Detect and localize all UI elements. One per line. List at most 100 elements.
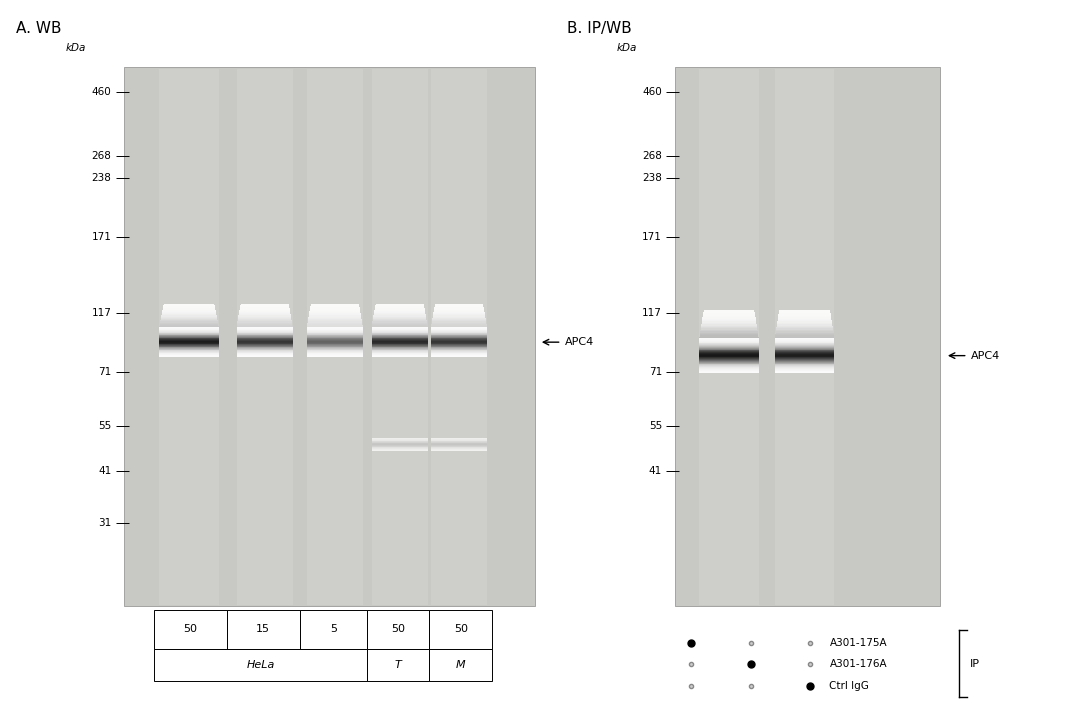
Bar xyxy=(431,352,487,353)
Bar xyxy=(700,361,759,362)
Bar xyxy=(372,356,428,357)
Bar xyxy=(374,317,426,318)
Text: APC4: APC4 xyxy=(971,351,1000,361)
Bar xyxy=(775,354,835,356)
Bar xyxy=(307,356,363,357)
Bar xyxy=(431,347,487,348)
Bar xyxy=(700,351,759,352)
Bar xyxy=(241,303,288,305)
Bar xyxy=(237,346,293,347)
Bar xyxy=(700,350,759,351)
Bar xyxy=(775,346,835,347)
Bar xyxy=(160,332,218,333)
Bar xyxy=(307,350,363,351)
Text: 171: 171 xyxy=(92,232,111,242)
Bar xyxy=(372,352,428,353)
Bar xyxy=(162,310,216,311)
Bar xyxy=(237,339,293,340)
Bar xyxy=(160,356,218,357)
Bar xyxy=(372,355,428,356)
Bar xyxy=(237,335,293,336)
Bar xyxy=(431,350,487,351)
Bar xyxy=(372,330,428,331)
Bar xyxy=(160,69,218,605)
Bar xyxy=(433,316,485,317)
Bar xyxy=(307,351,363,352)
Bar xyxy=(700,338,759,339)
Bar xyxy=(153,649,367,681)
Bar xyxy=(375,311,424,312)
Bar xyxy=(372,347,428,348)
Bar xyxy=(431,329,487,330)
Bar xyxy=(239,312,291,313)
Bar xyxy=(431,356,487,357)
Text: T: T xyxy=(395,659,402,670)
Bar xyxy=(374,312,426,313)
Bar xyxy=(240,307,289,308)
Bar xyxy=(308,320,362,321)
Bar xyxy=(372,346,428,347)
Text: 55: 55 xyxy=(649,420,662,430)
Bar xyxy=(703,314,755,316)
Bar xyxy=(237,337,293,338)
Bar xyxy=(373,321,427,323)
Bar xyxy=(307,334,363,335)
Text: 117: 117 xyxy=(92,308,111,318)
Bar xyxy=(779,310,831,311)
Bar xyxy=(431,332,487,333)
Bar xyxy=(310,307,360,308)
Bar xyxy=(775,347,835,349)
Bar xyxy=(431,344,487,345)
Bar xyxy=(239,317,291,318)
Text: 15: 15 xyxy=(256,624,270,635)
Bar xyxy=(309,316,361,317)
Bar xyxy=(308,321,362,323)
Bar xyxy=(240,308,289,310)
Text: 50: 50 xyxy=(184,624,198,635)
Text: 31: 31 xyxy=(98,518,111,527)
Bar xyxy=(775,343,835,345)
Bar xyxy=(307,354,363,355)
Bar xyxy=(431,330,487,331)
Bar xyxy=(238,323,292,324)
Bar xyxy=(778,321,832,323)
Bar xyxy=(160,348,218,349)
Bar xyxy=(429,649,492,681)
Bar xyxy=(434,306,484,307)
Bar xyxy=(160,349,218,350)
Bar xyxy=(432,318,486,319)
Bar xyxy=(700,364,759,365)
Bar xyxy=(775,337,835,338)
Bar xyxy=(433,312,485,313)
Bar xyxy=(307,348,363,349)
Bar xyxy=(307,332,363,333)
Bar xyxy=(431,345,487,346)
Bar xyxy=(238,321,292,323)
Bar xyxy=(372,335,428,336)
Bar xyxy=(778,323,832,324)
Bar xyxy=(162,313,216,314)
Bar xyxy=(700,342,759,343)
Bar xyxy=(431,326,487,328)
Bar xyxy=(367,649,429,681)
Bar xyxy=(237,355,293,356)
Text: 50: 50 xyxy=(454,624,468,635)
Bar xyxy=(433,314,485,316)
Text: Ctrl IgG: Ctrl IgG xyxy=(829,681,869,691)
Bar xyxy=(775,367,835,368)
Bar xyxy=(700,357,759,358)
Bar xyxy=(239,316,291,317)
Bar xyxy=(700,333,758,334)
Bar xyxy=(431,325,487,326)
Bar xyxy=(372,333,428,334)
Bar xyxy=(307,349,363,350)
Bar xyxy=(700,362,759,364)
Bar xyxy=(163,305,215,306)
Bar xyxy=(307,344,363,345)
Bar xyxy=(237,345,293,346)
Bar xyxy=(300,610,367,649)
Bar xyxy=(431,343,487,344)
Bar xyxy=(160,324,218,325)
Bar xyxy=(307,346,363,347)
Bar xyxy=(309,313,361,314)
